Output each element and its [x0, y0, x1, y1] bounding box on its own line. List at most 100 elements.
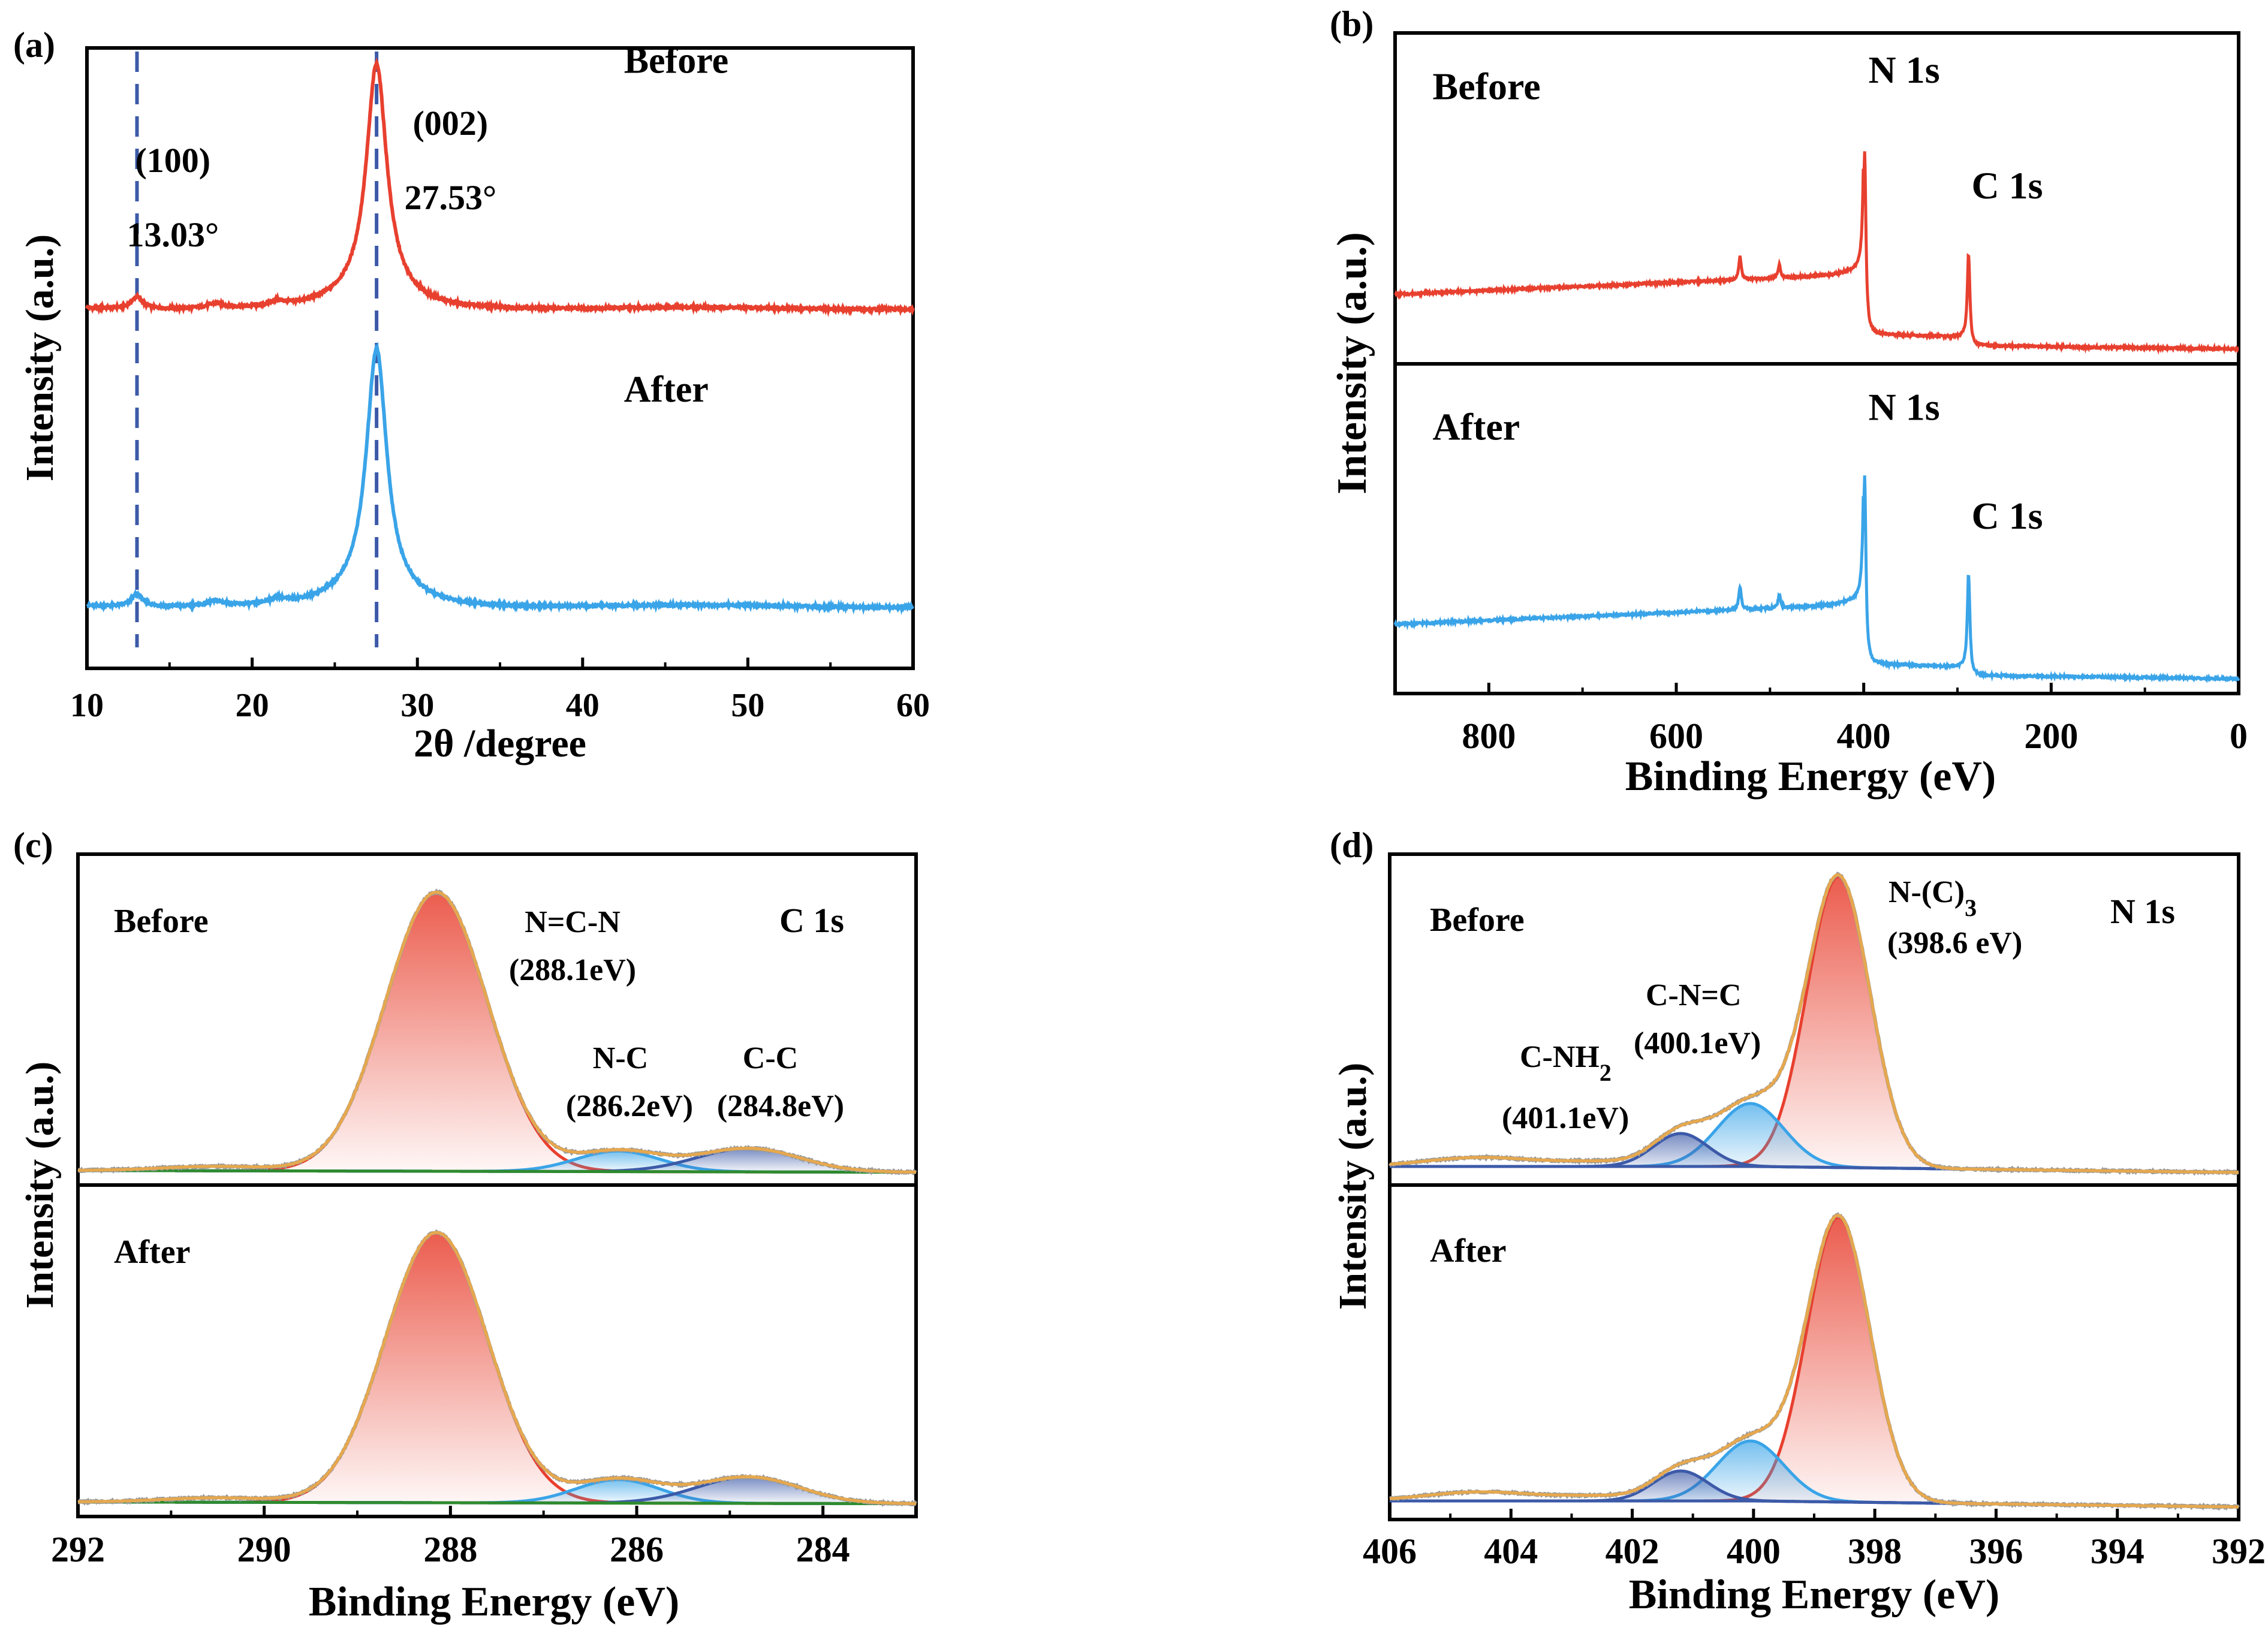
panel-3-xtick-label: 400: [1727, 1532, 1781, 1571]
panel-3-region-label: N 1s: [2110, 892, 2175, 931]
panel-d-annotation: (398.6 eV): [1887, 926, 2022, 960]
panel-1-xtick-label: 0: [2230, 716, 2248, 756]
panel-b: (b) 800 600 400 200 0 Before N 1s C 1s After N 1…: [1329, 4, 2248, 800]
panel-2-region-label: C 1s: [779, 901, 844, 940]
panel-3-xtick-label: 394: [2091, 1532, 2144, 1571]
panel-a-ticks: 10 20 30 40 50 60: [70, 658, 930, 724]
panel-b-ticks: 800 600 400 200 0: [1394, 683, 2248, 756]
panel-0-xtick-label: 20: [236, 687, 269, 724]
panel-3-xtick-label: 404: [1484, 1532, 1538, 1571]
panel-b-series-label: C 1s: [1971, 495, 2043, 537]
panel-2-series-label-before: Before: [114, 903, 209, 940]
panel-0-xtick-label: 50: [731, 687, 764, 724]
panel-d-ylabel: Intensity (a.u.): [1331, 1063, 1375, 1310]
panel-1-xtick-label: 200: [2024, 716, 2078, 756]
panel-0-xtick-label: 60: [896, 687, 930, 724]
panel-a-series-before: [85, 57, 915, 318]
panel-a-annotation: (100): [135, 141, 210, 180]
panel-d-annotation: (401.1eV): [1502, 1101, 1629, 1135]
panel-c-annotation: (284.8eV): [717, 1089, 844, 1123]
panel-b-series-label: After: [1433, 406, 1520, 448]
panel-2-envelope: [78, 1231, 916, 1505]
panel-a-annotation: 13.03°: [126, 215, 219, 254]
panel-d: (d) 406 404 402 400 398 396 394 392 Before After…: [1330, 825, 2266, 1618]
panel-a: (a) 10 20 30 40 50 60 Before After (100) 13.03° (…: [13, 25, 930, 765]
panel-2-component-fill: [78, 1232, 916, 1504]
panel-b-series-after: [1393, 475, 2240, 684]
panel-d-annotation: (400.1eV): [1634, 1026, 1761, 1060]
panel-b-series-label: N 1s: [1868, 386, 1939, 429]
panel-b-series-label: C 1s: [1971, 164, 2043, 207]
panel-a-label: (a): [13, 25, 55, 65]
panel-c-label: (c): [13, 825, 53, 865]
panel-a-series-after: [86, 341, 914, 616]
panel-3-series-label-before: Before: [1430, 902, 1525, 939]
panel-3-component-fill: [1390, 876, 2239, 1172]
panel-a-xlabel: 2θ /degree: [414, 722, 586, 765]
panel-b-series-before: [1394, 151, 2239, 355]
panel-1-xtick-label: 800: [1462, 716, 1516, 756]
panel-c-annotation: C-C: [743, 1041, 798, 1075]
panel-c-series: [77, 888, 917, 1508]
panel-3-xtick-label: 402: [1606, 1532, 1659, 1571]
panel-b-labels: Before N 1s C 1s After N 1s C 1s: [1433, 49, 2043, 537]
panel-2-background: [78, 1500, 917, 1506]
panel-b-series: [1393, 151, 2240, 684]
panel-d-ticks: 406 404 402 400 398 396 394 392: [1363, 1509, 2266, 1571]
panel-d-labels: Before After N 1s N-(C)3 (398.6 eV) C-N=C (400…: [1430, 875, 2175, 1270]
panel-a-series: [85, 57, 915, 616]
panel-3-xtick-label: 398: [1848, 1532, 1902, 1571]
panel-b-ylabel: Intensity (a.u.): [1329, 232, 1375, 495]
panel-2-component-fill: [78, 1477, 916, 1504]
panel-c-ylabel: Intensity (a.u.): [18, 1062, 62, 1309]
panel-c-annotation: N=C-N: [525, 905, 621, 939]
panel-d-annotation: N-(C)3: [1889, 875, 1977, 921]
panel-a-labels: Before After (100) 13.03° (002) 27.53°: [126, 40, 728, 410]
panel-b-series-label: N 1s: [1868, 49, 1939, 91]
panel-a-annotation: 27.53°: [404, 178, 496, 217]
panel-3-envelope: [1389, 1214, 2239, 1509]
panel-a-legend-after: After: [624, 369, 709, 410]
panel-3-component-fill: [1390, 1217, 2239, 1507]
panel-d-series: [1388, 872, 2240, 1511]
panel-3-xtick-label: 392: [2212, 1532, 2266, 1571]
panel-c-xlabel: Binding Energy (eV): [309, 1579, 679, 1625]
panel-a-ylabel: Intensity (a.u.): [18, 234, 62, 482]
panel-2-xtick-label: 286: [610, 1530, 664, 1569]
panel-0-xtick-label: 40: [566, 687, 600, 724]
panel-3-xtick-label: 406: [1363, 1532, 1417, 1571]
panel-d-annotation: C-NH2: [1520, 1040, 1612, 1086]
panel-2-component-fill: [78, 1148, 916, 1172]
panel-c-annotation: (288.1eV): [509, 953, 636, 987]
panel-2-xtick-label: 292: [51, 1530, 105, 1569]
panel-d-xlabel: Binding Energy (eV): [1629, 1572, 1999, 1618]
panel-0-xtick-label: 10: [70, 687, 104, 724]
panel-c-ticks: 292 290 288 286 284: [51, 1506, 917, 1569]
panel-3-xtick-label: 396: [1969, 1532, 2023, 1571]
panel-c: (c) 292 290 288 286 284 Before After C 1s N=C-N…: [13, 825, 918, 1625]
panel-2-xtick-label: 284: [796, 1530, 850, 1569]
panel-b-label: (b): [1330, 4, 1374, 44]
panel-0-xtick-label: 30: [400, 687, 434, 724]
panel-d-label: (d): [1330, 825, 1374, 865]
panel-2-xtick-label: 290: [237, 1530, 291, 1569]
panel-2-series-label-after: After: [114, 1234, 190, 1271]
panel-a-legend-before: Before: [624, 40, 728, 81]
panel-1-xtick-label: 600: [1649, 716, 1703, 756]
panel-3-series-label-after: After: [1430, 1232, 1506, 1270]
panel-2-xtick-label: 288: [423, 1530, 477, 1569]
panel-c-annotation: N-C: [593, 1041, 648, 1075]
panel-2-component-fill: [78, 892, 916, 1172]
panel-2-background: [78, 1169, 917, 1174]
panel-c-labels: Before After C 1s N=C-N (288.1eV) N-C (286.2eV…: [114, 901, 844, 1271]
panel-3-component-fill: [1390, 1441, 2239, 1507]
panel-a-annotation: (002): [412, 104, 488, 143]
panel-c-annotation: (286.2eV): [566, 1089, 693, 1123]
panel-1-xtick-label: 400: [1837, 716, 1891, 756]
panel-b-series-label: Before: [1433, 65, 1541, 107]
panel-d-annotation: C-N=C: [1646, 978, 1742, 1012]
panel-a-frame: [85, 46, 915, 670]
panel-2-envelope: [78, 891, 916, 1174]
panel-b-xlabel: Binding Energy (eV): [1625, 753, 1996, 800]
